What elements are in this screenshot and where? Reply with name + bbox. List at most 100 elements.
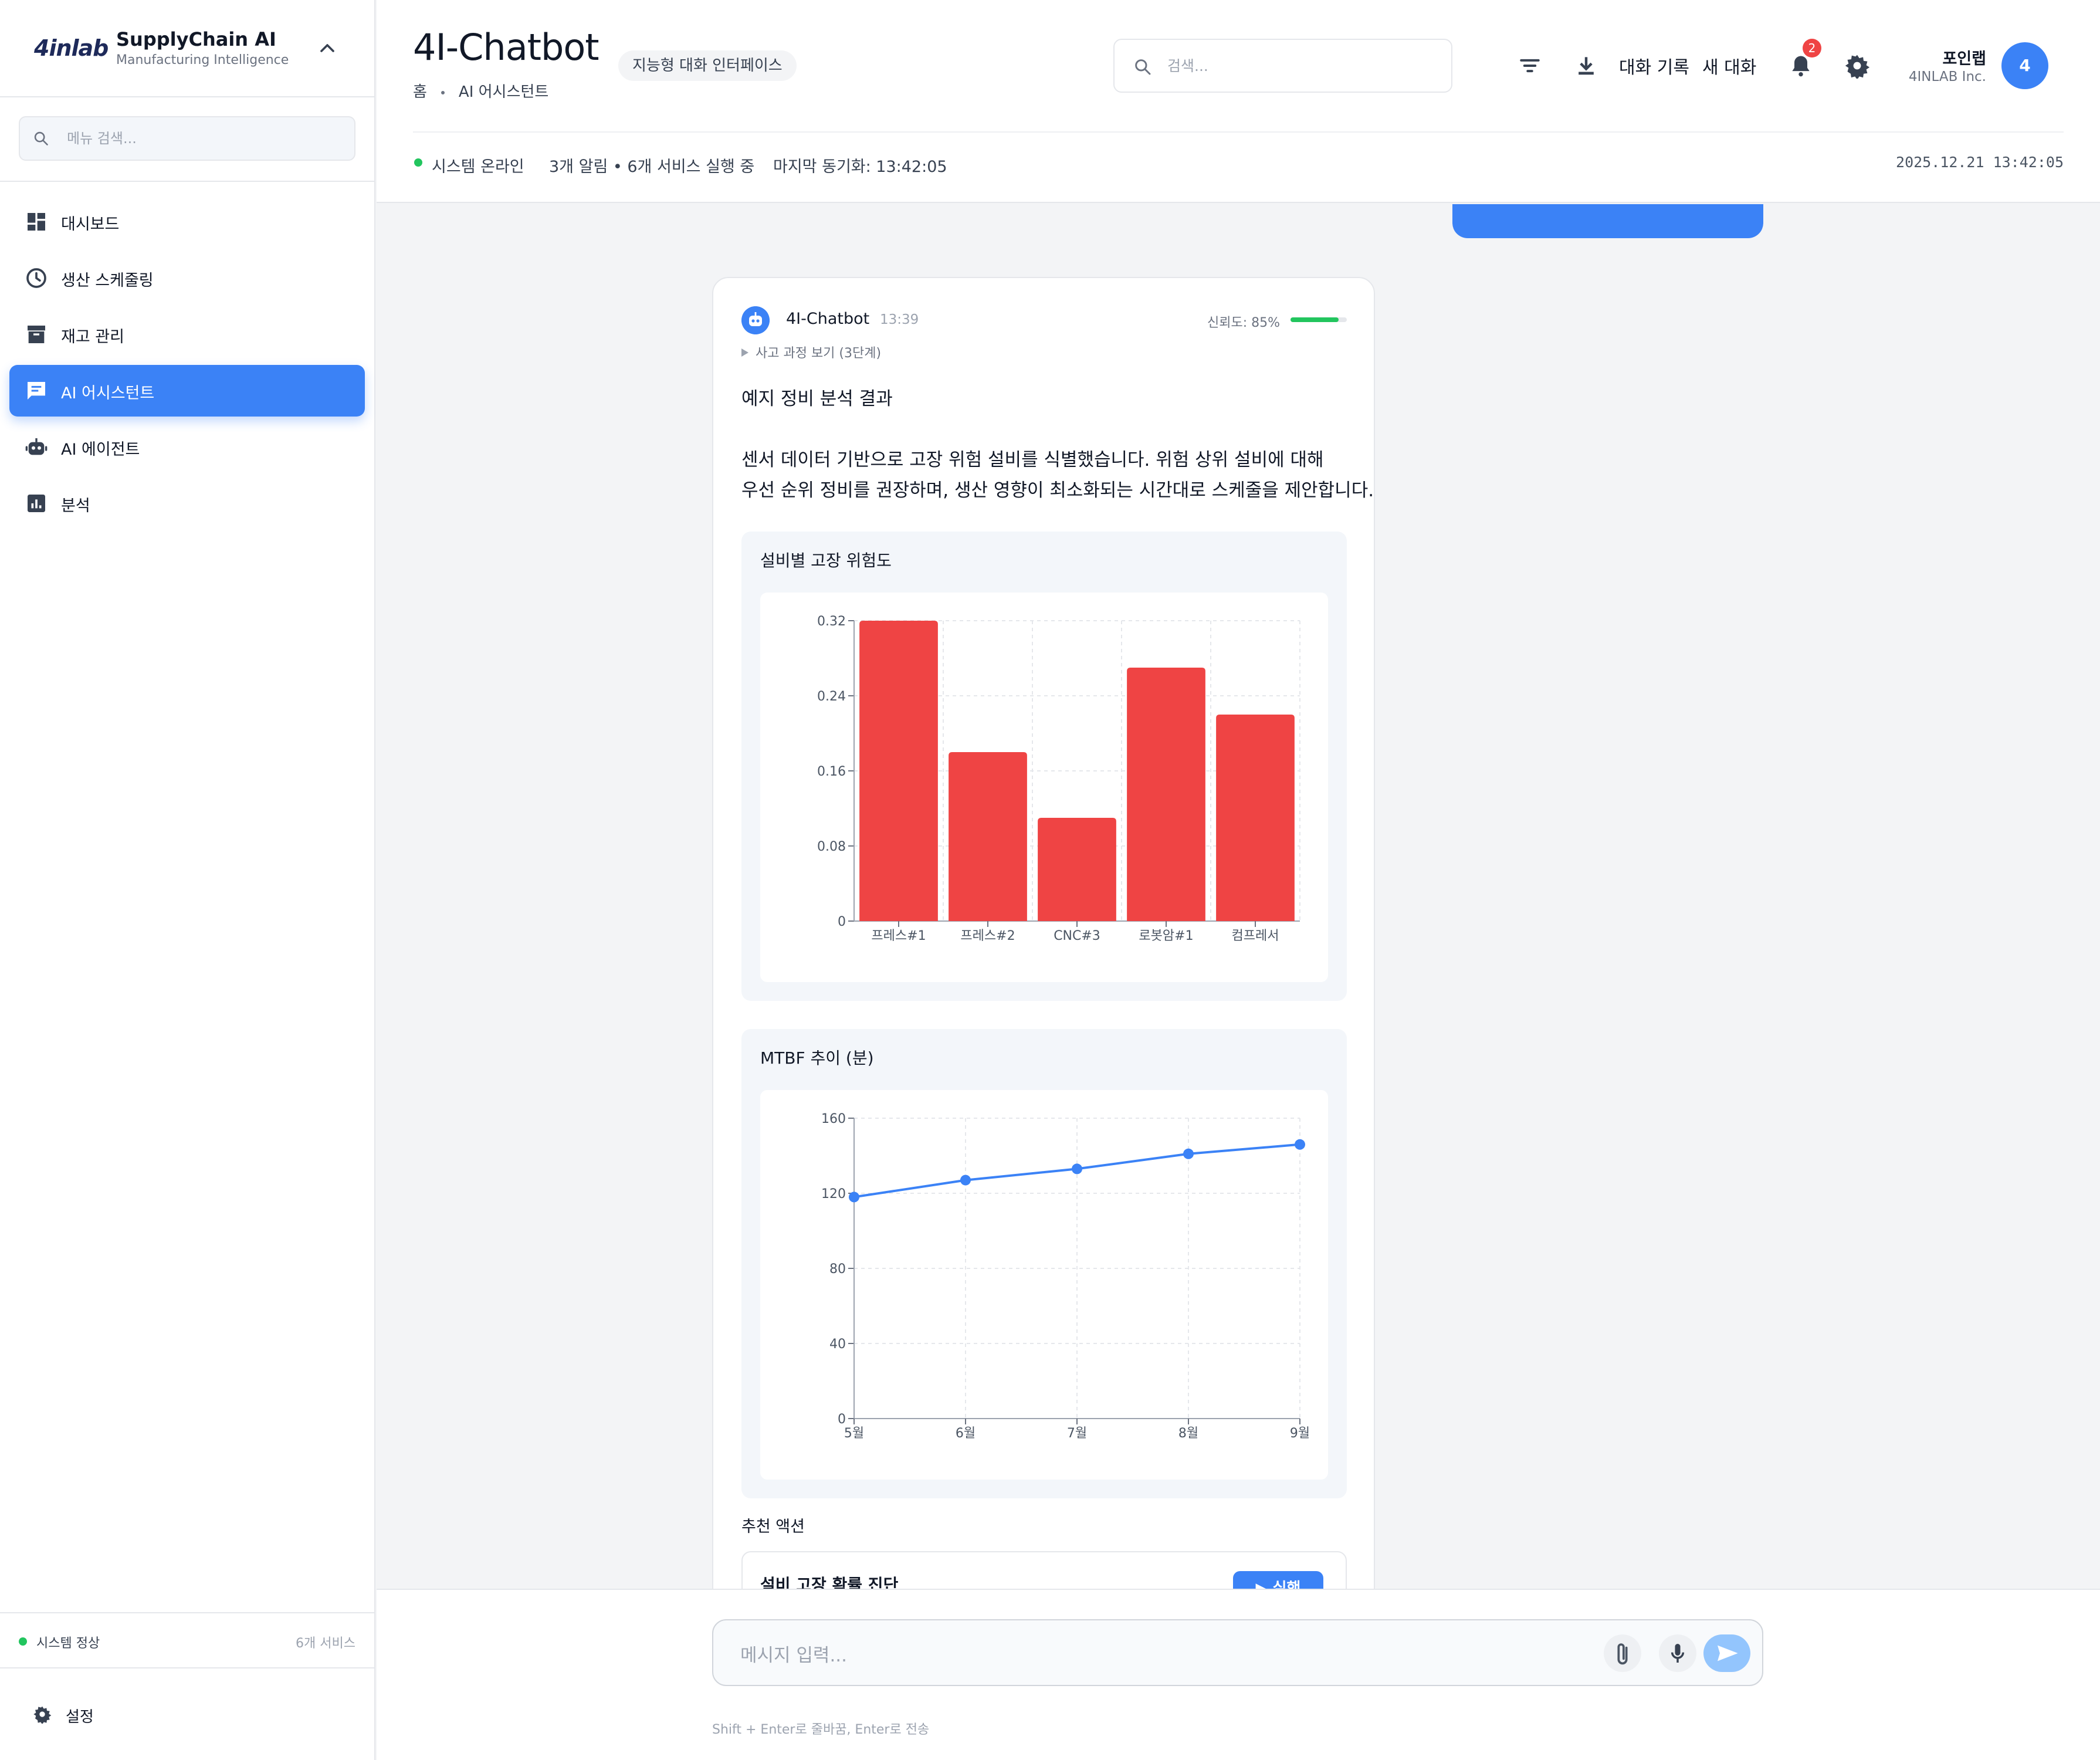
company-logo: 4inlab: [34, 35, 109, 61]
sidebar-item-ai-agent[interactable]: AI 에이전트: [9, 421, 365, 473]
download-icon[interactable]: [1573, 53, 1599, 79]
filter-icon[interactable]: [1517, 53, 1543, 79]
mtbf-chart-container: 0 40 80 120 160 5월 6월 7월 8월 9월: [760, 1090, 1328, 1480]
bar-로봇암#1: [1127, 668, 1205, 921]
confidence-bar: [1291, 317, 1347, 322]
analytics-icon: [28, 495, 45, 512]
header-divider: [413, 131, 2064, 133]
x-tick-label: 6월: [956, 1426, 976, 1441]
x-tick-label: 로봇암#1: [1139, 929, 1193, 943]
x-tick-label: 프레스#2: [960, 929, 1015, 943]
page-header: 4I-Chatbot 지능형 대화 인터페이스 홈AI 어시스턴트 대화 기록 …: [377, 0, 2100, 203]
y-tick-label: 0.32: [817, 614, 846, 629]
composer-hint: Shift + Enter로 줄바꿈, Enter로 전송: [712, 1722, 930, 1737]
thinking-label: 사고 과정 보기 (3단계): [756, 346, 882, 361]
avatar[interactable]: 4: [2001, 42, 2048, 89]
new-chat-button[interactable]: 새 대화: [1702, 57, 1757, 78]
sidebar-item-ai-assistant[interactable]: AI 어시스턴트: [9, 365, 365, 417]
x-tick-label: 8월: [1178, 1426, 1198, 1441]
breadcrumb: 홈 AI 어시스턴트: [413, 80, 548, 101]
x-tick-label: CNC#3: [1054, 929, 1100, 943]
bar-CNC#3: [1038, 818, 1116, 921]
attach-button[interactable]: [1604, 1634, 1641, 1672]
menu-search-box[interactable]: [19, 116, 355, 161]
bar-프레스#1: [859, 621, 938, 921]
search-icon: [1135, 59, 1151, 75]
message-body-line: 우선 순위 정비를 권장하며, 생산 영향이 최소화되는 시간대로 스케줄을 제…: [741, 480, 1374, 501]
archive-icon: [28, 326, 45, 343]
notification-badge: 2: [1803, 39, 1821, 57]
sidebar-item-production-scheduling[interactable]: 생산 스케줄링: [9, 252, 365, 304]
x-tick-label: 9월: [1290, 1426, 1310, 1441]
sidebar-item-dashboard[interactable]: 대시보드: [9, 196, 365, 248]
search-icon: [34, 131, 48, 145]
placeholder: [1577, 53, 1603, 79]
clock-icon: [26, 268, 46, 288]
data-point-6월: [960, 1175, 971, 1186]
dashboard-icon: [28, 213, 45, 231]
settings-label: 설정: [66, 1708, 94, 1726]
brand-header: 4inlab SupplyChain AI Manufacturing Inte…: [0, 0, 374, 97]
mtbf-line-chart: 0 40 80 120 160 5월 6월 7월 8월 9월: [821, 1112, 1310, 1441]
thinking-toggle[interactable]: 사고 과정 보기 (3단계): [741, 343, 881, 361]
composer-box: [712, 1619, 1763, 1686]
data-point-8월: [1183, 1148, 1194, 1159]
app-subtitle: Manufacturing Intelligence: [116, 53, 289, 67]
robot-icon: [741, 306, 770, 334]
sidebar-item-inventory[interactable]: 재고 관리: [9, 309, 365, 360]
user-name: 포인랩: [1942, 50, 1986, 68]
y-tick-label: 40: [829, 1337, 846, 1352]
run-action-button[interactable]: ▶ 실행: [1233, 1571, 1323, 1589]
system-online-text: 시스템 온라인: [432, 158, 524, 176]
data-point-5월: [849, 1192, 859, 1203]
page-title: 4I-Chatbot: [413, 26, 599, 69]
send-button[interactable]: [1703, 1634, 1750, 1672]
app-name: SupplyChain AI: [116, 28, 276, 50]
chevron-up-icon[interactable]: [316, 36, 339, 60]
caret-right-icon: [741, 348, 748, 357]
message-body-line: 센서 데이터 기반으로 고장 위험 설비를 식별했습니다. 위험 상위 설비에 …: [741, 449, 1324, 471]
gear-icon: [33, 1706, 52, 1724]
message-heading: 예지 정비 분석 결과: [741, 388, 893, 409]
recommended-actions-title: 추천 액션: [741, 1518, 805, 1536]
x-tick-label: 7월: [1067, 1426, 1087, 1441]
sidebar: 4inlab SupplyChain AI Manufacturing Inte…: [0, 0, 375, 1760]
breadcrumb-home[interactable]: 홈: [413, 83, 427, 101]
microphone-icon: [1671, 1644, 1685, 1663]
data-point-9월: [1295, 1139, 1305, 1150]
risk-bar-chart: 0 0.08 0.16 0.24 0.32 프레스#1 프레스#2 CNC#3 로봇암#1 컴프레…: [817, 614, 1300, 943]
y-tick-label: 160: [821, 1112, 846, 1126]
action-card: 설비 고장 확률 진단 ▶ 실행: [741, 1551, 1347, 1589]
menu-search-section: [0, 97, 374, 182]
sidebar-item-label: 분석: [61, 497, 90, 515]
page-badge: 지능형 대화 인터페이스: [618, 50, 797, 81]
voice-input-button[interactable]: [1659, 1634, 1696, 1672]
chart-title: 설비별 고장 위험도: [760, 551, 892, 570]
x-tick-label: 프레스#1: [871, 929, 926, 943]
bot-name: 4I-Chatbot: [786, 310, 870, 328]
risk-chart-container: 0 0.08 0.16 0.24 0.32 프레스#1 프레스#2 CNC#3 로봇암#1 컴프레…: [760, 593, 1328, 982]
risk-chart-panel: 설비별 고장 위험도 0 0.08 0.16 0.24 0.32 프레스#1 프레스#2 CN…: [741, 532, 1347, 1001]
global-search-input[interactable]: [1167, 53, 1437, 79]
chat-area: 4I-Chatbot 13:39 신뢰도: 85% 사고 과정 보기 (3단계)…: [377, 204, 2100, 1589]
bell-icon[interactable]: [1788, 53, 1814, 79]
sidebar-item-label: AI 에이전트: [61, 441, 140, 459]
sidebar-item-analytics[interactable]: 분석: [9, 478, 365, 529]
message-input[interactable]: [740, 1640, 1562, 1670]
y-tick-label: 120: [821, 1187, 846, 1201]
bar-프레스#2: [949, 752, 1027, 921]
gear-icon[interactable]: [1844, 53, 1870, 79]
data-point-7월: [1072, 1163, 1082, 1175]
menu-search-input[interactable]: [67, 126, 343, 151]
breadcrumb-separator: [441, 90, 445, 94]
service-count: 6개 서비스: [296, 1636, 355, 1651]
history-button[interactable]: 대화 기록: [1619, 57, 1689, 78]
x-tick-label: 컴프레서: [1232, 929, 1279, 943]
confidence-bar-fill: [1291, 317, 1339, 322]
sidebar-settings[interactable]: 설정: [0, 1687, 375, 1744]
sidebar-item-label: 대시보드: [61, 215, 120, 233]
sidebar-item-label: 재고 관리: [61, 328, 124, 346]
global-search-box[interactable]: [1113, 39, 1452, 93]
bar-컴프레서: [1216, 715, 1295, 921]
status-dot: [414, 158, 422, 167]
